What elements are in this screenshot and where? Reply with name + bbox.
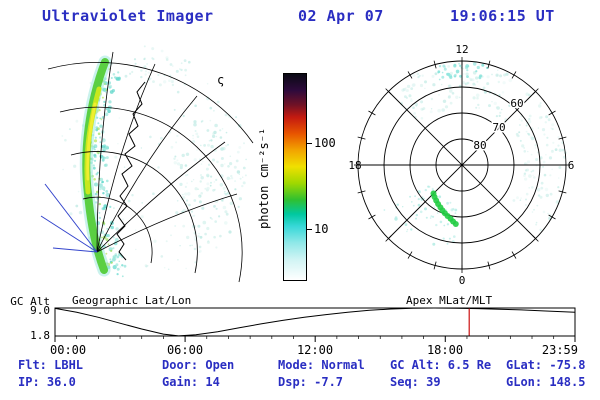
colorbar-tick-100: [307, 143, 312, 144]
timeline-minor-ticks: [76, 336, 555, 339]
intensity-colorbar: [283, 73, 307, 281]
dial-hour-ticks: [354, 57, 570, 273]
timeline-ymin: 1.8: [30, 329, 50, 342]
ring-label-80: 80: [473, 139, 486, 152]
status-ip: IP: 36.0: [18, 375, 76, 389]
status-dsp: Dsp: -7.7: [278, 375, 344, 389]
xtick-1800: 18:00: [427, 343, 463, 357]
observation-date: 02 Apr 07: [298, 7, 384, 25]
colorbar-tick-label-100: 100: [314, 136, 336, 150]
geographic-grid: [47, 51, 254, 283]
status-glat: GLat: -75.8: [506, 358, 586, 372]
status-glon: GLon: 148.5: [506, 375, 586, 389]
colorbar-tick-10: [307, 229, 312, 230]
status-gain: Gain: 14: [162, 375, 220, 389]
pointing-lines: [40, 183, 98, 253]
dial-spokes: [358, 61, 566, 269]
xtick-0000: 00:00: [50, 343, 86, 357]
hour-label-0: 0: [459, 274, 466, 287]
hour-label-12: 12: [455, 43, 468, 56]
status-flt: Flt: LBHL: [18, 358, 84, 372]
footprint-track-dots: [430, 190, 459, 227]
geographic-caption: Geographic Lat/Lon: [72, 294, 192, 307]
xtick-0600: 06:00: [167, 343, 203, 357]
auroral-arc: [79, 55, 112, 277]
timeline-plot-box: [54, 307, 576, 337]
terminator-marker-icon: ς: [217, 73, 224, 87]
hour-label-6: 6: [568, 159, 575, 172]
apex-caption: Apex MLat/MLT: [406, 294, 493, 307]
observation-time: 19:06:15 UT: [450, 7, 555, 25]
timeline-ymax: 9.0: [30, 304, 50, 317]
instrument-title: Ultraviolet Imager: [42, 7, 214, 25]
colorbar-tick-label-10: 10: [314, 222, 329, 236]
auroral-image-panel: ς: [40, 45, 254, 283]
timeline-major-ticks: [54, 336, 576, 342]
status-door: Door: Open: [162, 358, 235, 372]
apex-mlat-mlt-panel: 60 70 80 12 18 6 0: [348, 43, 575, 287]
status-seq: Seq: 39: [390, 375, 441, 389]
ring-label-70: 70: [492, 121, 505, 134]
xtick-1200: 12:00: [297, 343, 333, 357]
gc-alt-timeline: GC Alt 9.0 1.8 00:00 06:00 12:00 18:00 2…: [10, 296, 578, 357]
auroral-emission-speckle: [61, 45, 247, 278]
ring-label-60: 60: [510, 97, 523, 110]
timeline-ylabel: GC Alt: [10, 296, 50, 308]
status-gcalt: GC Alt: 6.5 Re: [390, 358, 492, 372]
xtick-2359: 23:59: [542, 343, 578, 357]
colorbar-unit-label: photon cm⁻²s⁻¹: [257, 127, 271, 229]
coastline-overlay: [116, 81, 146, 261]
hour-label-18: 18: [348, 159, 361, 172]
status-mode: Mode: Normal: [278, 358, 365, 372]
gc-alt-curve: [54, 307, 576, 337]
